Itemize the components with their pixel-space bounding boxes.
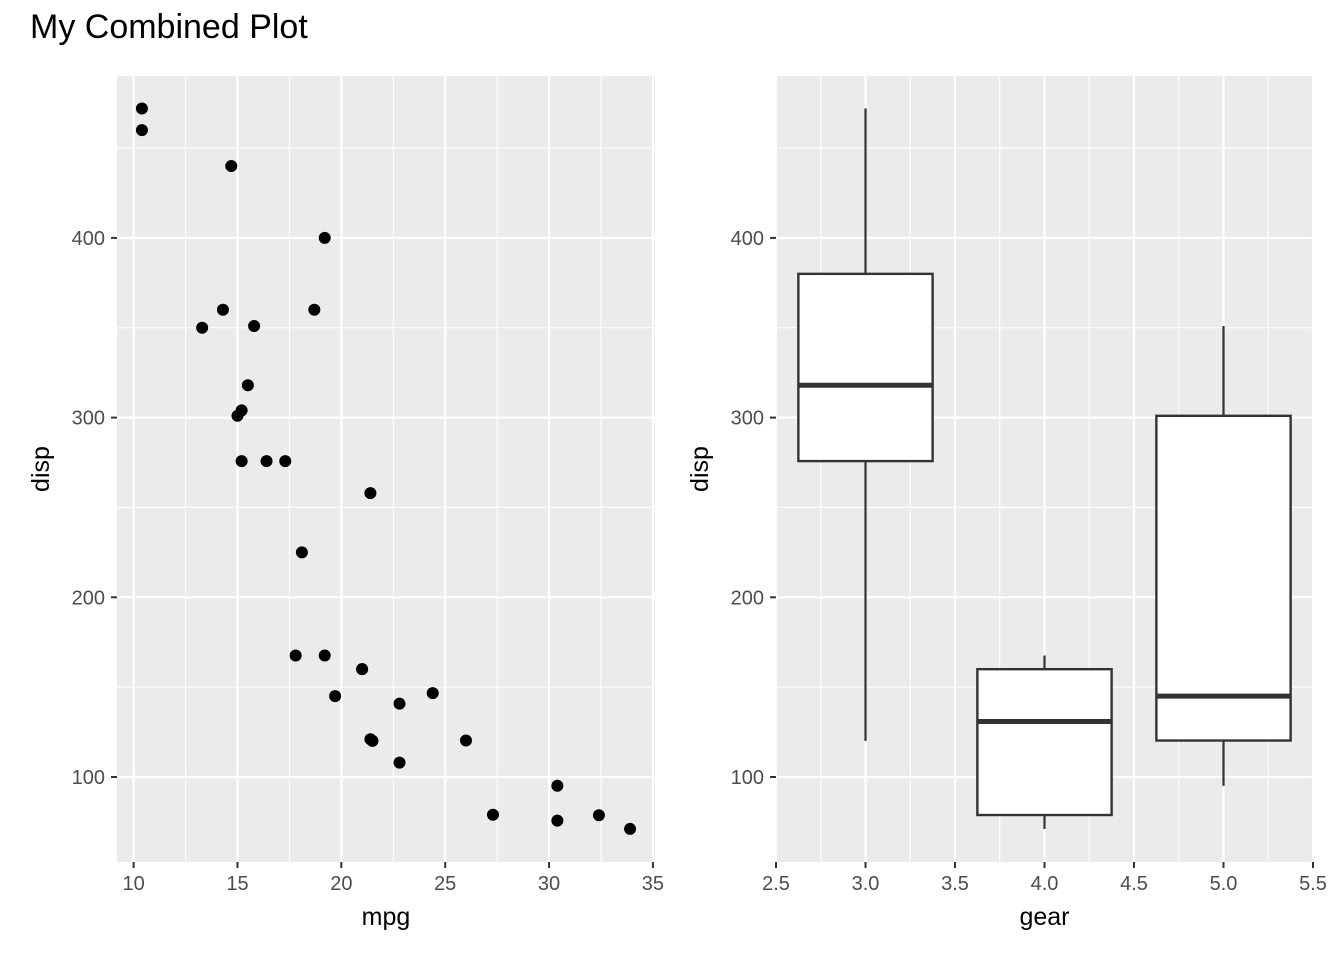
x-tick-label: 3.5 <box>941 873 969 895</box>
x-tick-label: 4.5 <box>1120 873 1148 895</box>
scatter-point <box>196 321 209 334</box>
box-body <box>1155 414 1292 742</box>
scatter-point <box>241 379 254 392</box>
scatter-point <box>279 455 292 468</box>
scatter-point <box>393 756 406 769</box>
x-tick-label: 25 <box>434 873 456 895</box>
scatter-point <box>459 734 472 747</box>
scatter-point <box>295 546 308 559</box>
y-tick-label: 300 <box>731 408 764 430</box>
y-tick-label: 200 <box>731 587 764 609</box>
scatter-point <box>318 231 331 244</box>
scatter-point <box>364 733 377 746</box>
scatter-point <box>235 455 248 468</box>
y-tick-label: 100 <box>731 767 764 789</box>
scatter-point <box>356 663 369 676</box>
scatter-point <box>486 808 499 821</box>
scatter-point <box>225 160 238 173</box>
scatter-point <box>231 409 244 422</box>
page-title: My Combined Plot <box>30 8 308 46</box>
scatter-point <box>426 687 439 700</box>
x-tick-label: 10 <box>122 873 144 895</box>
box-body <box>797 272 934 463</box>
y-tick-label: 300 <box>72 408 105 430</box>
x-tick-label: 2.5 <box>762 873 790 895</box>
x-tick-label: 35 <box>642 873 664 895</box>
x-tick-label: 4.0 <box>1031 873 1059 895</box>
scatter-point <box>393 697 406 710</box>
boxplot-panel: 2.5 3.0 3.5 4.0 4.5 5.0 5.5 100 200 300 400 gear dis… <box>686 76 1327 931</box>
y-tick-label: 200 <box>72 587 105 609</box>
scatter-point <box>364 487 377 500</box>
x-axis-title: mpg <box>362 903 411 931</box>
y-axis-title: disp <box>686 446 714 492</box>
scatter-point <box>216 303 229 316</box>
x-tick-label: 5.5 <box>1299 873 1327 895</box>
scatter-point <box>135 102 148 115</box>
y-tick-label: 100 <box>72 767 105 789</box>
scatter-point <box>318 649 331 662</box>
y-tick-label: 400 <box>72 228 105 250</box>
scatter-point <box>260 455 273 468</box>
x-axis-title: gear <box>1019 903 1069 931</box>
scatter-point <box>624 822 637 835</box>
x-tick-label: 30 <box>538 873 560 895</box>
scatter-point <box>135 124 148 137</box>
scatter-point <box>308 303 321 316</box>
scatter-point <box>551 779 564 792</box>
x-tick-label: 15 <box>226 873 248 895</box>
scatter-point <box>592 809 605 822</box>
scatter-point <box>289 649 302 662</box>
scatter-point <box>551 814 564 827</box>
y-axis-title: disp <box>27 446 55 492</box>
box-body <box>976 667 1113 817</box>
y-tick-label: 400 <box>731 228 764 250</box>
x-tick-label: 20 <box>330 873 352 895</box>
panel-background <box>117 76 655 862</box>
x-tick-label: 3.0 <box>852 873 880 895</box>
scatter-panel: 10 15 20 25 30 35 100 200 300 400 mpg disp <box>27 76 664 931</box>
scatter-point <box>248 319 261 332</box>
x-tick-label: 5.0 <box>1210 873 1238 895</box>
scatter-point <box>329 690 342 703</box>
